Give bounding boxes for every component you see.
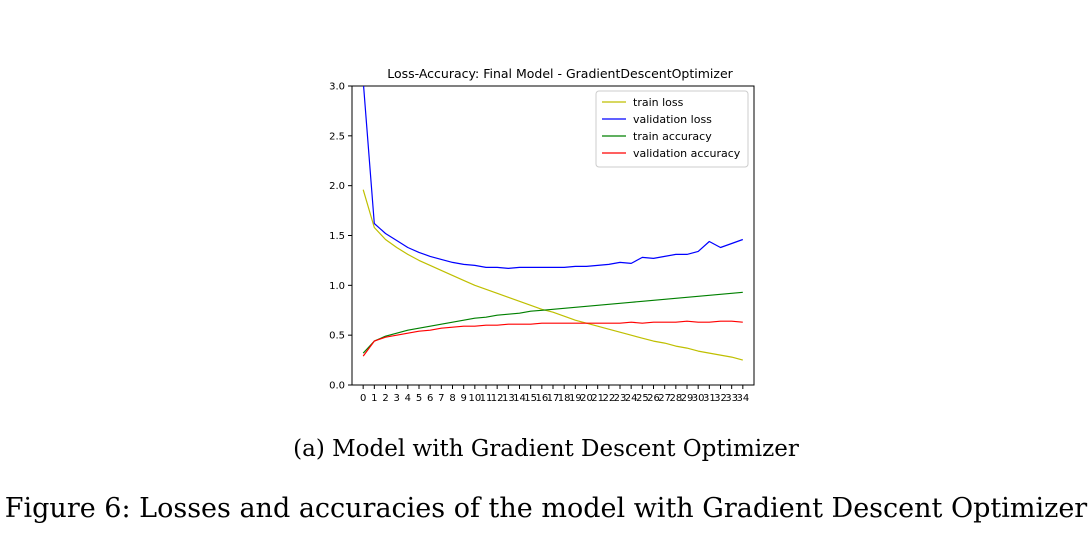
legend-label: validation accuracy: [633, 147, 741, 160]
x-tick-label: 9: [460, 393, 466, 404]
x-tick-label: 22: [602, 393, 615, 404]
x-tick-label: 34: [736, 393, 749, 404]
y-tick-label: 2.5: [329, 131, 345, 142]
x-tick-label: 5: [416, 393, 422, 404]
x-tick-label: 30: [692, 393, 705, 404]
x-tick-label: 11: [480, 393, 493, 404]
legend-label: train loss: [633, 96, 684, 109]
legend-label: validation loss: [633, 113, 712, 126]
x-tick-label: 17: [547, 393, 560, 404]
x-tick-label: 20: [580, 393, 593, 404]
chart-title: Loss-Accuracy: Final Model - GradientDes…: [387, 66, 733, 81]
series-line-train-loss: [362, 189, 743, 361]
y-tick-label: 0.0: [329, 381, 345, 392]
x-tick-label: 32: [714, 393, 727, 404]
x-tick-label: 31: [703, 393, 716, 404]
y-axis: 0.0 0.5 1.0 1.5 2.0 2.5 3.0: [329, 82, 352, 392]
x-tick-label: 0: [360, 393, 366, 404]
x-tick-label: 15: [524, 393, 537, 404]
figure-caption: Figure 6: Losses and accuracies of the m…: [4, 493, 1088, 524]
x-tick-label: 8: [449, 393, 455, 404]
loss-accuracy-chart: Loss-Accuracy: Final Model - GradientDes…: [329, 66, 755, 404]
x-tick-label: 13: [502, 393, 515, 404]
x-tick-label: 25: [636, 393, 649, 404]
x-tick-label: 6: [427, 393, 433, 404]
x-tick-label: 14: [513, 393, 526, 404]
x-tick-label: 1: [371, 393, 377, 404]
x-tick-label: 33: [725, 393, 738, 404]
x-tick-label: 4: [405, 393, 411, 404]
figure-subcaption: (a) Model with Gradient Descent Optimize…: [293, 436, 799, 462]
x-tick-label: 19: [569, 393, 582, 404]
y-tick-label: 1.5: [329, 231, 345, 242]
x-tick-label: 21: [591, 393, 604, 404]
legend-box: [595, 90, 749, 168]
series-line-validation-loss: [362, 86, 744, 269]
y-tick-label: 0.5: [329, 331, 345, 342]
x-tick-label: 3: [393, 393, 399, 404]
legend: train loss validation loss train accuracy v…: [595, 90, 749, 168]
x-tick-label: 28: [669, 393, 682, 404]
series-line-validation-accuracy: [362, 320, 743, 357]
x-axis: 0 1 2 3 4 5 6 7 8 9 101112131415161718192021222324…: [360, 385, 749, 404]
x-tick-label: 18: [558, 393, 571, 404]
x-tick-label: 2: [382, 393, 388, 404]
y-tick-label: 3.0: [329, 82, 345, 93]
x-tick-label: 7: [438, 393, 444, 404]
x-tick-label: 24: [625, 393, 638, 404]
y-tick-label: 2.0: [329, 181, 345, 192]
series-line-train-accuracy: [362, 291, 743, 354]
x-tick-label: 26: [647, 393, 660, 404]
x-tick-label: 16: [535, 393, 548, 404]
y-tick-label: 1.0: [329, 281, 345, 292]
x-tick-label: 10: [468, 393, 481, 404]
legend-label: train accuracy: [633, 130, 712, 143]
x-tick-label: 23: [614, 393, 627, 404]
x-tick-label: 12: [491, 393, 504, 404]
x-tick-label: 27: [658, 393, 671, 404]
series-lines: [362, 86, 744, 361]
x-tick-label: 29: [681, 393, 694, 404]
